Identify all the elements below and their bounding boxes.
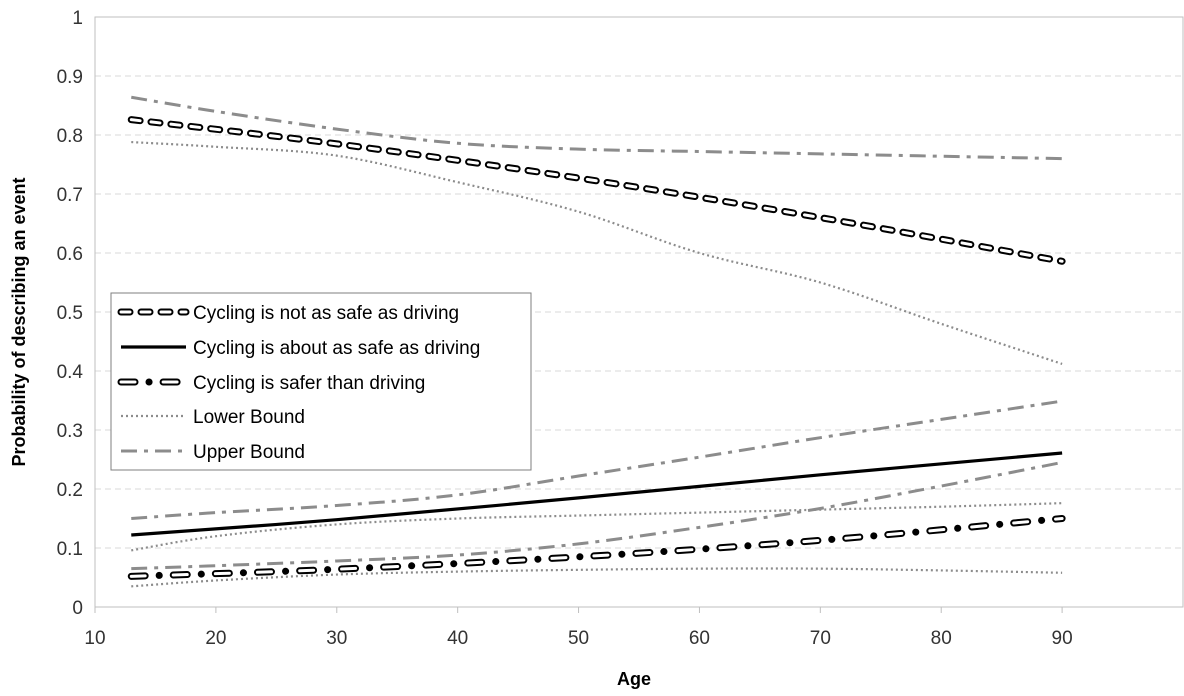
series-line-6 [131,567,1063,588]
x-tick-label: 50 [568,628,589,649]
y-tick-label: 0.5 [57,303,83,324]
y-tick-label: 0.4 [57,362,84,383]
y-tick-label: 1 [72,8,83,29]
x-tick-label: 60 [689,628,710,649]
legend: Cycling is not as safe as driving Cycling… [110,292,532,471]
legend-item: Lower Bound [121,407,305,428]
x-tick-label: 10 [84,628,105,649]
legend-item: Upper Bound [121,442,305,463]
y-axis-label: Probability of describing an event [9,177,29,466]
x-tick-label: 90 [1052,628,1073,649]
series-line-4 [131,140,1063,365]
series-line-3-inner [129,517,1064,578]
y-tick-label: 0.2 [57,480,83,501]
legend-item: Cycling is safer than driving [117,373,425,394]
series-line-3 [127,515,1066,580]
legend-label: Lower Bound [193,407,305,428]
x-tick-label: 80 [931,628,952,649]
y-tick-label: 0.7 [57,185,83,206]
legend-item: Cycling is not as safe as driving [117,303,459,324]
y-tick-label: 0.1 [57,539,83,560]
series-line-1 [127,116,1066,265]
legend-item: Cycling is about as safe as driving [121,338,480,359]
y-axis-ticks: 0 0.1 0.2 0.3 0.4 0.5 0.6 0.7 0.8 0.9 1 [57,8,84,619]
plot-area-frame [94,16,1184,608]
y-tick-label: 0 [72,598,83,619]
x-tick-label: 70 [810,628,831,649]
y-tick-label: 0.6 [57,244,83,265]
series-line-9 [131,460,1063,571]
legend-label: Cycling is not as safe as driving [193,303,459,324]
series-line-8 [131,399,1063,520]
y-tick-label: 0.3 [57,421,83,442]
series-line-1-inner [129,118,1064,263]
y-tick-label: 0.8 [57,126,83,147]
series-line-7 [131,95,1063,161]
series-lines [127,95,1066,588]
legend-label: Upper Bound [193,442,305,463]
y-tick-label: 0.9 [57,67,83,88]
x-tick-label: 40 [447,628,468,649]
legend-label: Cycling is safer than driving [193,373,425,394]
legend-label: Cycling is about as safe as driving [193,338,480,359]
x-axis-ticks: 10 20 30 40 50 60 70 80 90 [84,607,1073,649]
series-line-2 [131,451,1063,537]
x-tick-label: 20 [205,628,226,649]
x-tick-label: 30 [326,628,347,649]
x-axis-label: Age [617,669,651,689]
legend-box [110,292,532,471]
